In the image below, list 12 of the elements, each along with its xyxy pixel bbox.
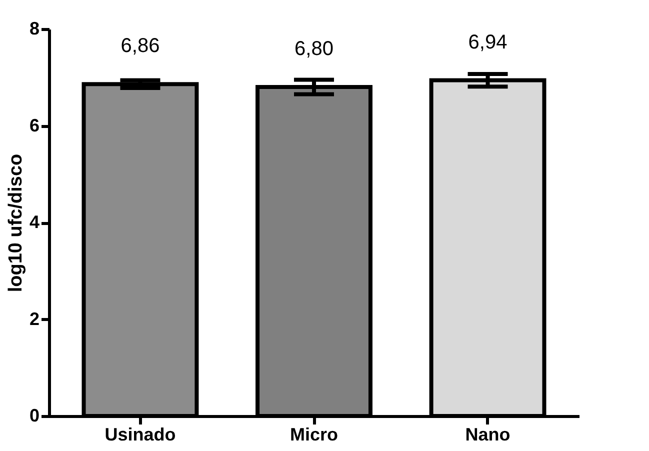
data-label: 6,80	[294, 38, 334, 60]
y-tick-label: 6	[29, 115, 40, 136]
x-tick-label: Usinado	[104, 424, 176, 444]
y-axis-title: log10 ufc/disco	[5, 154, 26, 292]
x-tick-label: Nano	[465, 424, 510, 444]
y-tick-label: 4	[29, 212, 40, 232]
data-label: 6,86	[120, 35, 160, 58]
x-tick-label: Micro	[290, 424, 338, 444]
y-tick-label: 2	[29, 308, 40, 329]
y-tick-label: 0	[29, 406, 40, 426]
y-tick-label: 8	[29, 18, 40, 38]
data-label: 6,94	[468, 31, 508, 54]
